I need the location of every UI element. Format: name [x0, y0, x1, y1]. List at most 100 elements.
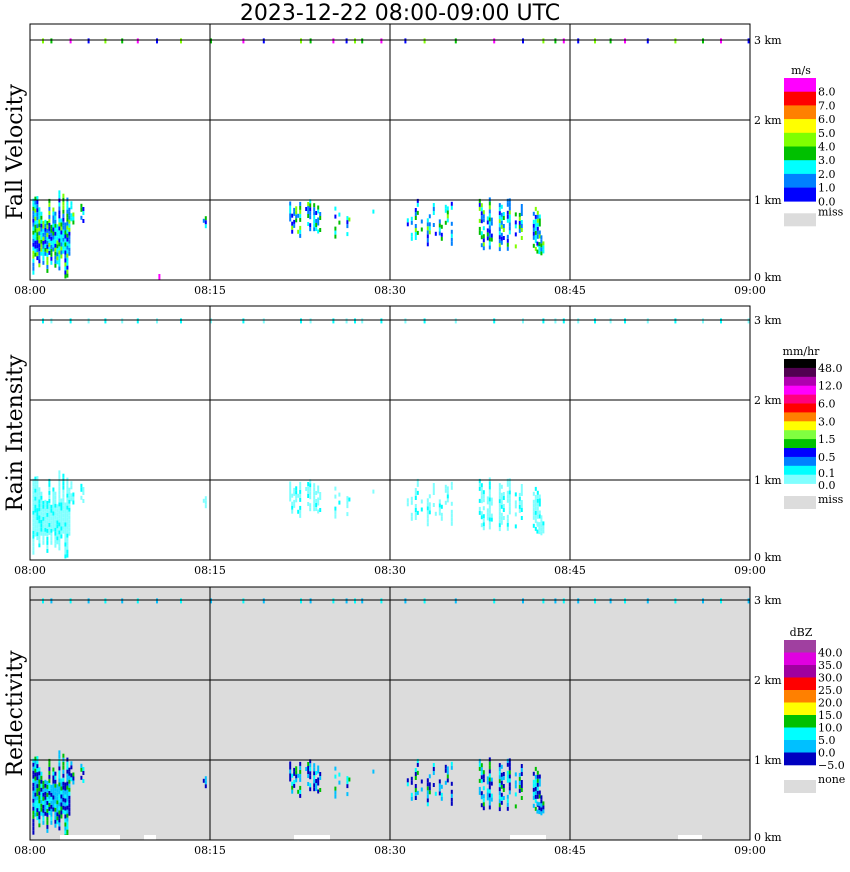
echo-cell	[486, 236, 489, 241]
echo-cell	[426, 790, 429, 795]
echo-cell	[532, 219, 535, 224]
echo-cell	[346, 232, 349, 237]
echo-cell	[64, 794, 67, 799]
echo-cell	[64, 802, 67, 807]
echo-cell	[44, 507, 47, 512]
echo-cell	[299, 785, 302, 790]
echo-cell	[309, 783, 312, 788]
chart-title: 2023-12-22 08:00-09:00 UTC	[240, 1, 560, 26]
top-echo-cell	[69, 318, 72, 324]
echo-cell	[48, 778, 51, 783]
echo-cell	[307, 782, 310, 786]
echo-cell	[480, 523, 483, 528]
echo-cell	[508, 218, 511, 223]
echo-cell	[58, 226, 61, 231]
echo-cell	[60, 246, 63, 251]
echo-cell	[486, 508, 489, 513]
legend-label: 20.0	[818, 697, 843, 710]
echo-cell	[36, 808, 39, 813]
echo-cell	[46, 824, 49, 829]
echo-cell	[534, 510, 537, 515]
echo-cell	[313, 215, 316, 220]
echo-cell	[64, 554, 67, 559]
echo-cell	[40, 783, 43, 788]
echo-cell	[66, 545, 69, 550]
echo-cell	[293, 503, 296, 508]
clutter-cell	[306, 835, 330, 840]
top-echo-cell	[354, 38, 356, 44]
echo-cell	[66, 265, 69, 270]
legend-label: 48.0	[818, 362, 843, 375]
echo-cell	[446, 206, 449, 211]
echo-cell	[518, 788, 521, 793]
top-echo-cell	[493, 598, 496, 604]
echo-cell	[299, 773, 302, 778]
echo-cell	[56, 240, 59, 245]
echo-cell	[46, 264, 49, 269]
echo-cell	[486, 776, 489, 781]
echo-cell	[58, 254, 61, 259]
top-echo-cell	[69, 38, 72, 44]
echo-cell	[38, 211, 41, 216]
echo-cell	[34, 212, 37, 217]
echo-cell	[446, 498, 449, 503]
echo-cell	[54, 503, 57, 508]
echo-cell	[32, 202, 35, 207]
echo-cell	[432, 487, 435, 491]
x-tick-label: 08:15	[194, 284, 226, 297]
echo-cell	[32, 262, 35, 267]
echo-cell	[428, 226, 431, 231]
echo-cell	[34, 764, 37, 769]
echo-cell	[54, 815, 57, 820]
echo-cell	[488, 769, 491, 774]
echo-cell	[66, 209, 69, 214]
echo-cell	[54, 211, 57, 216]
legend-label: 3.0	[818, 154, 836, 167]
echo-cell	[313, 503, 316, 508]
echo-cell	[506, 518, 509, 523]
echo-cell	[32, 522, 35, 527]
echo-cell	[58, 774, 61, 779]
echo-cell	[534, 806, 537, 811]
echo-cell	[40, 803, 43, 808]
echo-cell	[514, 220, 517, 225]
echo-cell	[426, 794, 429, 799]
echo-cell	[426, 242, 429, 247]
echo-cell	[36, 252, 39, 257]
echo-cell	[66, 817, 69, 822]
echo-cell	[444, 208, 447, 213]
echo-cell	[490, 513, 493, 518]
echo-cell	[506, 238, 509, 243]
echo-cell	[42, 796, 45, 801]
echo-cell	[498, 227, 501, 232]
echo-cell	[317, 217, 320, 222]
echo-cell	[309, 207, 312, 212]
echo-cell	[80, 487, 83, 492]
echo-cell	[416, 210, 419, 215]
echo-cell	[42, 800, 45, 805]
echo-cell	[38, 235, 41, 240]
echo-cell	[66, 241, 69, 246]
echo-cell	[478, 206, 481, 211]
echo-cell	[64, 814, 67, 819]
echo-cell	[295, 210, 298, 215]
echo-cell	[38, 819, 41, 824]
echo-cell	[538, 250, 541, 255]
echo-cell	[536, 218, 539, 223]
x-tick-label: 09:00	[734, 564, 766, 577]
echo-cell	[52, 243, 55, 248]
echo-cell	[486, 792, 489, 797]
echo-cell	[48, 494, 51, 499]
echo-cell	[299, 233, 302, 238]
echo-cell	[56, 244, 59, 249]
echo-cell	[426, 218, 429, 223]
echo-cell	[534, 494, 537, 499]
echo-cell	[482, 210, 485, 215]
echo-cell	[295, 214, 298, 219]
echo-cell	[38, 263, 41, 268]
echo-cell	[498, 211, 501, 216]
echo-cell	[416, 478, 419, 483]
top-echo-cell	[380, 598, 383, 604]
echo-cell	[498, 499, 501, 504]
echo-cell	[66, 489, 69, 494]
